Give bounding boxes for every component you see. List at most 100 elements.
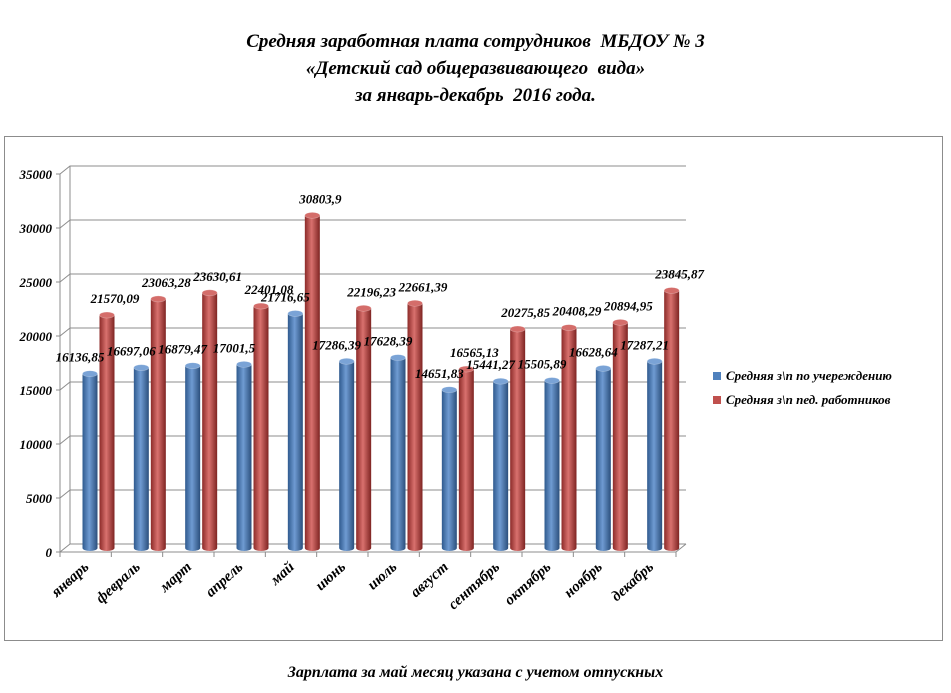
data-label-s2: 23630,61 [192,269,242,284]
bar-s2-top [150,295,167,303]
bar-s2-body [664,290,680,551]
bar-s2 [509,325,526,551]
data-label-s2: 20894,95 [603,298,653,313]
bar-s1 [441,386,458,551]
x-tick-label: октябрь [502,559,555,609]
bar-s2-body [510,329,526,551]
data-label-s2: 22661,39 [398,279,448,294]
bar-s1-top [287,310,304,317]
bar-s2 [458,365,475,551]
y-tick-label: 30000 [19,221,53,236]
bar-s1-body [493,381,509,551]
bar-s2-top [355,304,372,312]
x-tick-label: ноябрь [561,559,605,601]
data-label-s1: 17287,21 [620,337,669,352]
bar-s1-top [492,377,509,385]
data-label-s2: 21570,09 [90,291,140,306]
bar-s1-body [185,365,201,551]
bar-s2-body [561,327,577,551]
data-label-s1: 15441,27 [466,357,515,372]
bar-s2 [201,289,218,551]
bar-s1-body [82,373,98,551]
bar-s2 [99,311,115,551]
bar-s2 [253,302,269,551]
data-label-s1: 16628,64 [569,344,618,359]
x-tick-label: декабрь [609,559,657,605]
bar-s1-body [390,357,406,551]
bar-s2 [407,299,423,551]
gridline [59,489,686,499]
bar-s2 [150,295,167,551]
data-label-s1: 16879,47 [158,342,207,357]
data-label-s2: 22196,23 [346,284,396,299]
gridline [59,273,686,283]
bar-s1-top [133,364,150,371]
bar-s1-body [339,361,355,551]
bar-s2-body [99,315,115,551]
x-tick-label: сентябрь [446,559,504,613]
bar-s2-body [150,298,166,551]
bar-s2-body [304,215,320,552]
y-tick-label: 25000 [19,275,53,290]
bar-s2-top [561,324,577,331]
bar-s2-body [612,322,628,551]
bar-s1 [390,354,406,551]
footnote: Зарплата за май месяц указана с учетом о… [287,664,664,681]
bar-s2-top [509,325,526,333]
bar-s2-top [407,299,423,307]
gridline [59,165,686,175]
data-label-s1: 17001,5 [213,340,256,355]
legend-item-s2-swatch [713,396,721,404]
bar-s1-body [595,368,611,551]
bar-s2 [663,287,680,551]
x-tick-label: февраль [93,559,144,607]
gridline [59,543,686,553]
bar-s1-body [441,389,457,551]
bar-s1 [287,310,304,551]
bar-s2-top [201,289,218,297]
data-label-s2: 20408,29 [552,304,602,319]
bar-s2-top [458,365,475,373]
y-tick-label: 35000 [19,167,53,182]
bar-s2-top [663,287,680,294]
bar-s1 [492,377,509,551]
y-tick-label: 15000 [20,383,53,398]
bar-s2 [561,324,577,551]
x-tick-label: июнь [313,559,349,594]
bar-s2 [304,212,321,552]
gridline [59,219,686,229]
bar-s1-body [236,364,252,551]
chart-frame [4,136,943,641]
bar-s1-top [390,354,406,361]
data-label-s2: 22401,08 [244,282,294,297]
bar-s1-top [82,370,98,378]
data-label-s2: 30803,9 [298,191,342,206]
bar-s1 [236,361,252,551]
bar-s1 [82,370,98,551]
gridline [59,327,686,337]
data-label-s2: 23845,87 [654,266,704,281]
bar-s2-top [304,212,321,219]
bar-s1 [544,377,560,551]
bar-s1-top [544,377,560,384]
title-line-3: за январь-декабрь 2016 года. [355,85,596,106]
bar-s1-top [236,361,252,368]
legend-item-s1-label: Средняя з\п по учереждению [726,368,892,383]
bar-s1 [184,362,201,551]
bar-s1 [646,357,663,551]
x-tick-label: март [156,559,195,596]
bar-s1-top [595,365,612,372]
bar-s1-top [184,362,201,370]
title-line-2: «Детский сад общеразвивающего вида» [305,58,646,79]
bar-s2-body [407,303,423,551]
bar-s1-top [646,357,663,365]
legend-item-s1-swatch [713,372,721,380]
legend-item-s2-label: Средняя з\п пед. работников [726,392,891,407]
title-line-1: Средняя заработная плата сотрудников МБД… [246,31,705,52]
bar-s2 [612,319,629,551]
bar-s2 [355,304,372,551]
data-label-s2: 23063,28 [141,275,191,290]
bar-s1-top [441,386,458,394]
bar-s2-body [356,308,372,551]
